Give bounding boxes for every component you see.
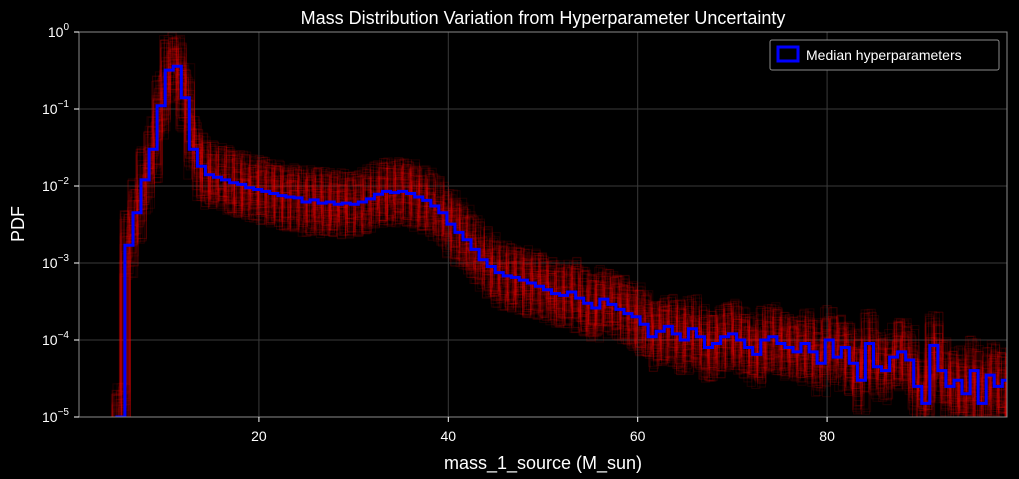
ensemble-curve	[129, 73, 1007, 417]
ensemble-curve	[124, 36, 1007, 417]
ensemble-curve	[112, 75, 1007, 417]
y-tick-label: 10−5	[42, 407, 69, 425]
ensemble-curve	[129, 68, 1007, 417]
y-axis-label: PDF	[8, 206, 28, 242]
y-tick-label: 10−1	[42, 99, 69, 117]
ensemble-curve	[127, 66, 1007, 417]
x-tick-label: 20	[251, 428, 267, 444]
ensemble-curve	[111, 73, 1006, 417]
ensemble-curve	[129, 43, 1007, 417]
chart-title: Mass Distribution Variation from Hyperpa…	[301, 8, 786, 28]
ensemble-curve	[127, 51, 1007, 417]
ensemble-curve	[127, 49, 1007, 417]
ensemble-curve	[123, 41, 1007, 417]
ensemble-curve	[112, 37, 1007, 417]
ensemble-curve	[120, 71, 1007, 417]
ensemble-curve	[112, 62, 1007, 417]
ensemble-curve	[121, 88, 1007, 417]
ensemble-curve	[112, 47, 1007, 417]
ensemble-curve	[127, 37, 1007, 417]
ensemble-curve	[115, 64, 1007, 417]
ensemble-curve	[120, 56, 1007, 417]
legend-label: Median hyperparameters	[806, 47, 962, 63]
ensemble-curve	[121, 61, 1007, 417]
legend-box	[769, 39, 1000, 71]
ensemble-curve	[111, 66, 1007, 417]
ensemble-curve	[119, 39, 1006, 417]
ensemble-curve	[121, 59, 1007, 417]
y-tick-label: 10−3	[42, 253, 69, 271]
ensemble-curve	[120, 42, 1007, 417]
ensemble-curve	[121, 38, 1007, 417]
ensemble-curve	[113, 49, 1007, 417]
y-tick-label: 10−4	[42, 330, 69, 348]
ensemble-curve	[120, 68, 1007, 417]
legend: Median hyperparameters	[769, 39, 1000, 71]
x-axis-label: mass_1_source (M_sun)	[444, 453, 642, 474]
ensemble-curve	[129, 62, 1007, 417]
y-tick-label: 10−2	[42, 176, 69, 194]
ensemble-curve	[127, 47, 1007, 417]
ensemble-curve	[122, 48, 1007, 417]
ensemble-curve	[115, 36, 1007, 417]
plot-frame	[78, 31, 1008, 418]
ensemble-curve	[129, 78, 1007, 417]
ensemble-curve	[121, 47, 1007, 417]
ensemble-curve	[123, 35, 1007, 417]
ensemble-curve	[121, 76, 1007, 417]
median-series	[115, 64, 1007, 417]
ensemble-curve	[121, 38, 1007, 417]
ensemble-curve	[114, 71, 1007, 417]
ensemble-curve	[110, 32, 1006, 417]
ensemble-curve	[123, 51, 1007, 417]
ensemble-curve	[121, 44, 1007, 417]
y-tick-label: 100	[48, 22, 70, 40]
x-tick-label: 80	[819, 428, 835, 444]
plot-area	[79, 32, 1007, 417]
y-axis-ticks: 10−5 10−4 10−3 10−2 10−1 100	[42, 22, 79, 425]
ensemble-curve	[129, 46, 1007, 417]
ensemble-curve	[120, 70, 1007, 417]
ensemble-curve	[114, 65, 1007, 417]
median-curve	[115, 64, 1007, 417]
legend-swatch	[776, 45, 800, 63]
x-tick-label: 40	[441, 428, 457, 444]
ensemble-curve	[111, 46, 1006, 417]
ensemble-curve	[123, 54, 1007, 417]
x-axis-ticks: 20 40 60 80	[251, 417, 835, 444]
ensemble-curve	[120, 57, 1007, 417]
x-tick-label: 60	[630, 428, 646, 444]
ensemble-curve	[127, 34, 1007, 417]
ensemble-curve	[111, 37, 1006, 417]
hyperparameter-ensemble	[110, 32, 1007, 417]
